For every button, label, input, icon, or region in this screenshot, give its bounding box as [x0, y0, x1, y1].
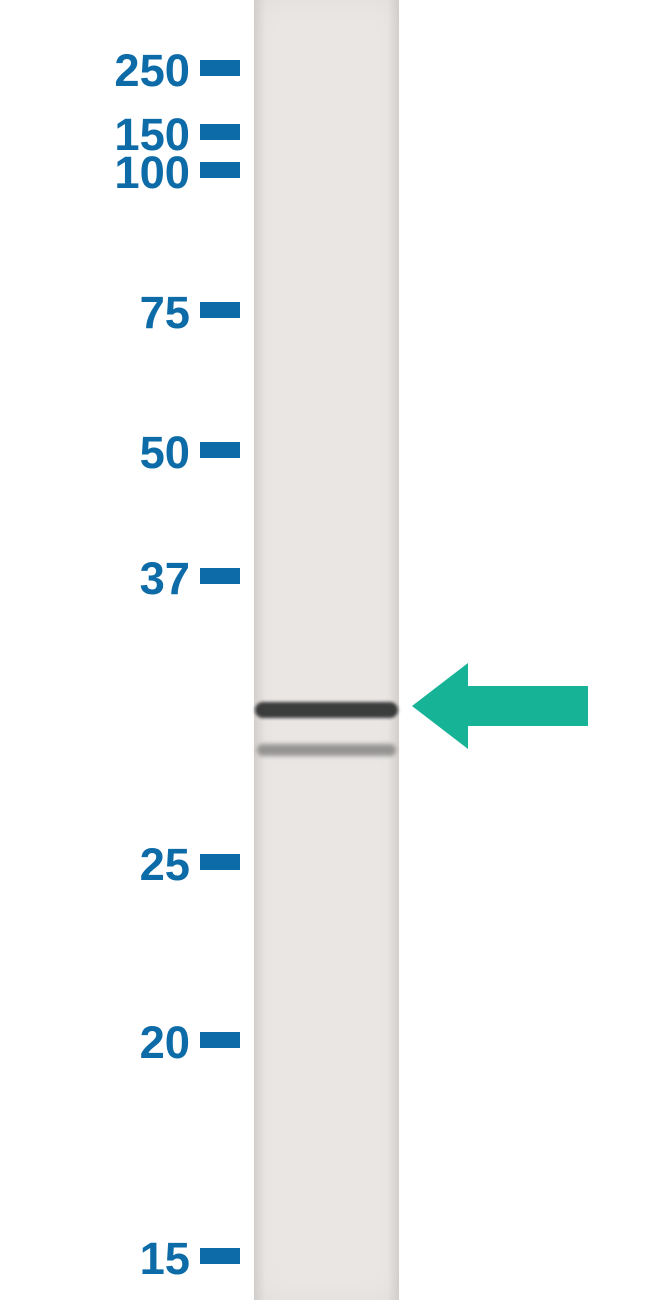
mw-label-50: 50 [140, 427, 190, 479]
primary-band [255, 702, 397, 718]
mw-tick-150 [200, 124, 240, 140]
mw-tick-75 [200, 302, 240, 318]
mw-tick-25 [200, 854, 240, 870]
mw-tick-20 [200, 1032, 240, 1048]
mw-label-20: 20 [140, 1017, 190, 1069]
gel-lane [254, 0, 399, 1300]
mw-tick-15 [200, 1248, 240, 1264]
arrow-stem [468, 686, 588, 726]
mw-label-37: 37 [140, 553, 190, 605]
mw-label-250: 250 [114, 45, 190, 97]
arrow-head-icon [412, 663, 468, 749]
blot-figure: 250150100755037252015 [0, 0, 650, 1300]
mw-tick-50 [200, 442, 240, 458]
mw-label-100: 100 [114, 147, 190, 199]
band-indicator-arrow [412, 663, 588, 749]
mw-tick-100 [200, 162, 240, 178]
secondary-band [257, 744, 396, 756]
mw-label-75: 75 [140, 287, 190, 339]
mw-tick-37 [200, 568, 240, 584]
mw-tick-250 [200, 60, 240, 76]
mw-label-25: 25 [140, 839, 190, 891]
mw-label-15: 15 [140, 1233, 190, 1285]
